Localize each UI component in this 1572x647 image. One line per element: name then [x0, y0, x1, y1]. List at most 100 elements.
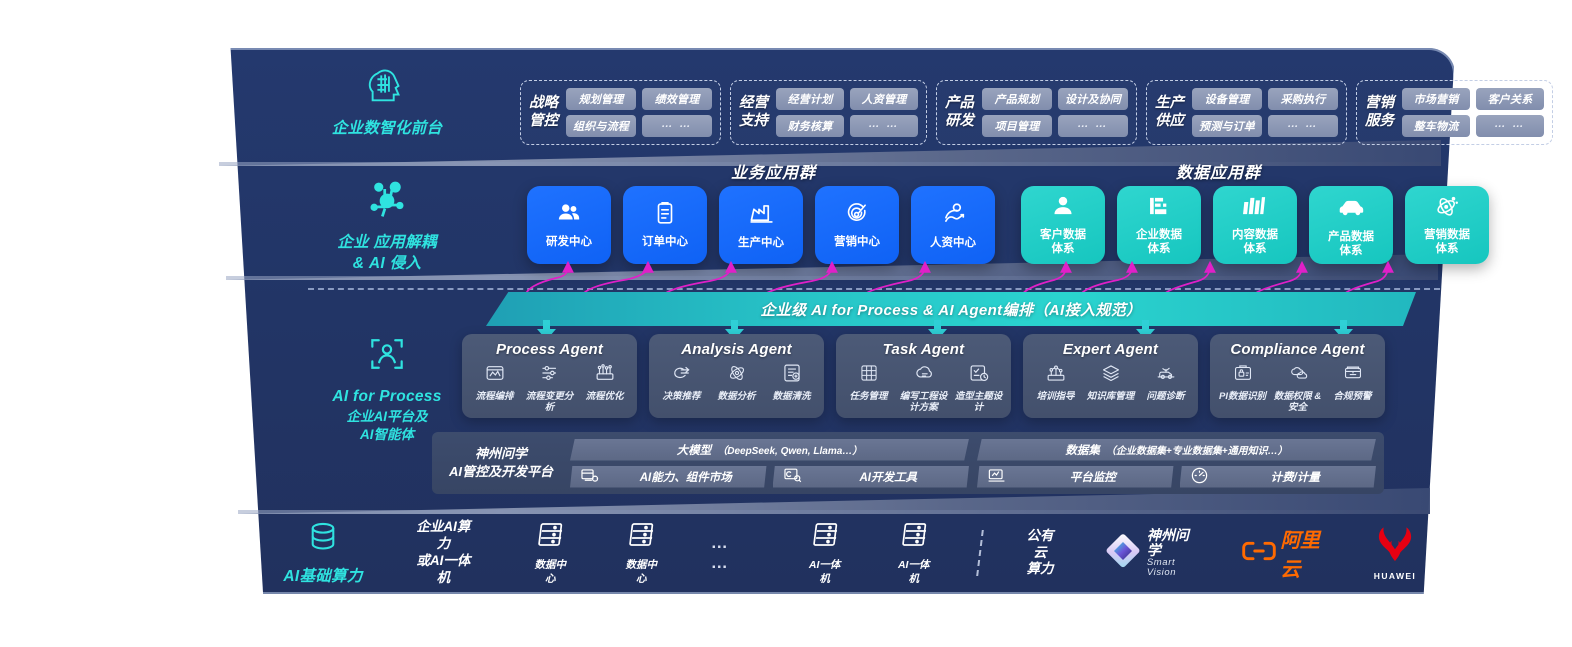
platform-dataset-title: 数据集 [1065, 444, 1100, 457]
domain-chip[interactable]: 项目管理 [982, 115, 1052, 137]
vendor-name: 神州问学 [1146, 527, 1189, 559]
decision-icon [671, 362, 693, 389]
infra-node[interactable]: 数据中心 [622, 520, 661, 585]
domain-chip-more[interactable]: … … [1476, 115, 1544, 137]
agent-capability[interactable]: 问题诊断 [1139, 362, 1192, 403]
domain-chip[interactable]: 组织与流程 [566, 115, 636, 137]
domain-group-strategy[interactable]: 战略 管控 规划管理 绩效管理 组织与流程 … … [520, 80, 721, 145]
platform-llm-bar[interactable]: 大模型 （DeepSeek, Qwen, Llama…） [570, 438, 969, 461]
agent-capability[interactable]: 数据分析 [710, 362, 763, 403]
domain-chip[interactable]: 设备管理 [1192, 88, 1262, 110]
platform-dataset-bar[interactable]: 数据集 （企业数据集+专业数据集+通用知识…） [977, 438, 1376, 461]
agent-card-analysis[interactable]: Analysis Agent 决策推荐 [649, 334, 824, 418]
agent-capability-label: 数据清洗 [772, 391, 811, 402]
agent-capability[interactable]: 流程变更分析 [523, 362, 576, 414]
agent-capability[interactable]: 流程编排 [468, 362, 521, 403]
domain-chip[interactable]: 预测与订单 [1192, 115, 1262, 137]
agent-capability[interactable]: 数据清洗 [765, 362, 818, 403]
infra-node[interactable]: AI一体机 [894, 520, 933, 585]
agent-capability[interactable]: 造型主题设计 [952, 362, 1005, 414]
app-card-label: 营销中心 [834, 236, 880, 249]
vendor-aliyun[interactable]: 阿里云 [1242, 524, 1332, 582]
app-card-marketing[interactable]: 营销中心 [815, 186, 899, 264]
vendor-huawei[interactable]: HUAWEI [1372, 526, 1418, 581]
domain-chip[interactable]: 市场营销 [1402, 88, 1470, 110]
domain-chip[interactable]: 规划管理 [566, 88, 636, 110]
data-card-content[interactable]: 内容数据 体系 [1213, 186, 1297, 264]
agent-card-compliance[interactable]: Compliance Agent PI数据识别 [1210, 334, 1385, 418]
agent-name: Analysis Agent [681, 341, 792, 358]
agent-capability[interactable]: 培训指导 [1029, 362, 1082, 403]
app-card-rnd[interactable]: 研发中心 [527, 186, 611, 264]
domain-chip[interactable]: 采购执行 [1268, 88, 1338, 110]
app-card-label: 订单中心 [642, 236, 688, 249]
app-card-hr[interactable]: 人资中心 [911, 186, 995, 264]
agent-card-task[interactable]: Task Agent 任务管理 [836, 334, 1011, 418]
domain-group-rnd[interactable]: 产品 研发 产品规划 设计及协同 项目管理 … … [936, 80, 1137, 145]
agent-capability-label: 流程优化 [585, 391, 624, 402]
platform-right-column: 数据集 （企业数据集+专业数据集+通用知识…） 平台监控 [977, 438, 1376, 488]
agent-capability[interactable]: PI数据识别 [1216, 362, 1269, 403]
domain-chip-more[interactable]: … … [850, 115, 918, 137]
domain-group-marketing[interactable]: 营销 服务 市场营销 客户关系 整车物流 … … [1356, 80, 1553, 145]
agent-capability[interactable]: 决策推荐 [655, 362, 708, 403]
domain-group-supply[interactable]: 生产 供应 设备管理 采购执行 预测与订单 … … [1146, 80, 1347, 145]
infra-node[interactable]: 数据中心 [531, 520, 570, 585]
platform-devtool-bar[interactable]: AI开发工具 [772, 465, 969, 488]
infra-public-cloud-label: 公有云 算力 [1026, 527, 1054, 577]
domain-chip[interactable]: 整车物流 [1402, 115, 1470, 137]
agent-row: Process Agent 流程编排 [462, 334, 1385, 418]
agent-capability-label: 合规预警 [1333, 391, 1372, 402]
domain-chip[interactable]: 人资管理 [850, 88, 918, 110]
infra-node[interactable]: AI一体机 [805, 520, 844, 585]
data-card-customer[interactable]: 客户数据 体系 [1021, 186, 1105, 264]
clipboard-icon [652, 200, 678, 231]
domain-chip[interactable]: 经营计划 [776, 88, 844, 110]
rail-title: 企业数智化前台 [331, 120, 443, 137]
infra-divider [976, 530, 985, 576]
atom-analysis-icon [726, 362, 748, 389]
domain-name: 经营 支持 [739, 94, 768, 129]
app-card-label: 研发中心 [546, 236, 592, 249]
server-icon [535, 520, 565, 555]
agent-capability[interactable]: 编写工程设计方案 [897, 362, 950, 414]
data-card-marketing[interactable]: 营销数据 体系 [1405, 186, 1489, 264]
person-chart-icon [940, 200, 967, 232]
domain-chip[interactable]: 客户关系 [1476, 88, 1544, 110]
platform-billing-bar[interactable]: 计费/计量 [1179, 465, 1376, 488]
domain-chip-more[interactable]: … … [1058, 115, 1128, 137]
agent-capability[interactable]: 数据权限 & 安全 [1271, 362, 1324, 414]
domain-chip[interactable]: 财务核算 [776, 115, 844, 137]
data-card-product[interactable]: 产品数据 体系 [1309, 186, 1393, 264]
infra-node-label: AI一体机 [808, 559, 841, 585]
domain-chip-more[interactable]: … … [642, 115, 712, 137]
app-card-production[interactable]: 生产中心 [719, 186, 803, 264]
domain-group-operations[interactable]: 经营 支持 经营计划 人资管理 财务核算 … … [730, 80, 927, 145]
agent-capability[interactable]: 知识库管理 [1084, 362, 1137, 403]
agent-card-process[interactable]: Process Agent 流程编排 [462, 334, 637, 418]
business-apps-title: 业务应用群 [731, 165, 817, 182]
app-card-order[interactable]: 订单中心 [623, 186, 707, 264]
domain-chip[interactable]: 设计及协同 [1058, 88, 1128, 110]
optimize-icon [594, 362, 616, 389]
agent-capability[interactable]: 流程优化 [578, 362, 631, 403]
car-icon [1337, 192, 1366, 226]
domain-chip[interactable]: 绩效管理 [642, 88, 712, 110]
agent-capability[interactable]: 任务管理 [842, 362, 895, 403]
infra-enterprise-label: 企业AI算力 或AI一体机 [416, 519, 471, 585]
domain-chip[interactable]: 产品规划 [982, 88, 1052, 110]
data-apps-row: 客户数据 体系 企业数据 体系 [1021, 186, 1489, 264]
platform-monitor-bar[interactable]: 平台监控 [977, 465, 1174, 488]
agent-capability-label: 流程变更分析 [525, 391, 574, 413]
domain-chip-more[interactable]: … … [1268, 115, 1338, 137]
agent-capability[interactable]: 合规预警 [1326, 362, 1379, 403]
infra-node-label: 数据中心 [534, 559, 567, 585]
platform-capability-market-bar[interactable]: AI能力、组件市场 [570, 465, 767, 488]
diagnose-icon [1155, 362, 1177, 389]
agent-card-expert[interactable]: Expert Agent 培训指导 [1023, 334, 1198, 418]
vendor-smartvision[interactable]: 神州问学 Smart Vision [1103, 528, 1200, 577]
platform-llm-sub: （DeepSeek, Qwen, Llama…） [717, 446, 863, 457]
data-card-enterprise[interactable]: 企业数据 体系 [1117, 186, 1201, 264]
app-card-label: 人资中心 [930, 236, 976, 249]
database-icon [228, 518, 418, 561]
